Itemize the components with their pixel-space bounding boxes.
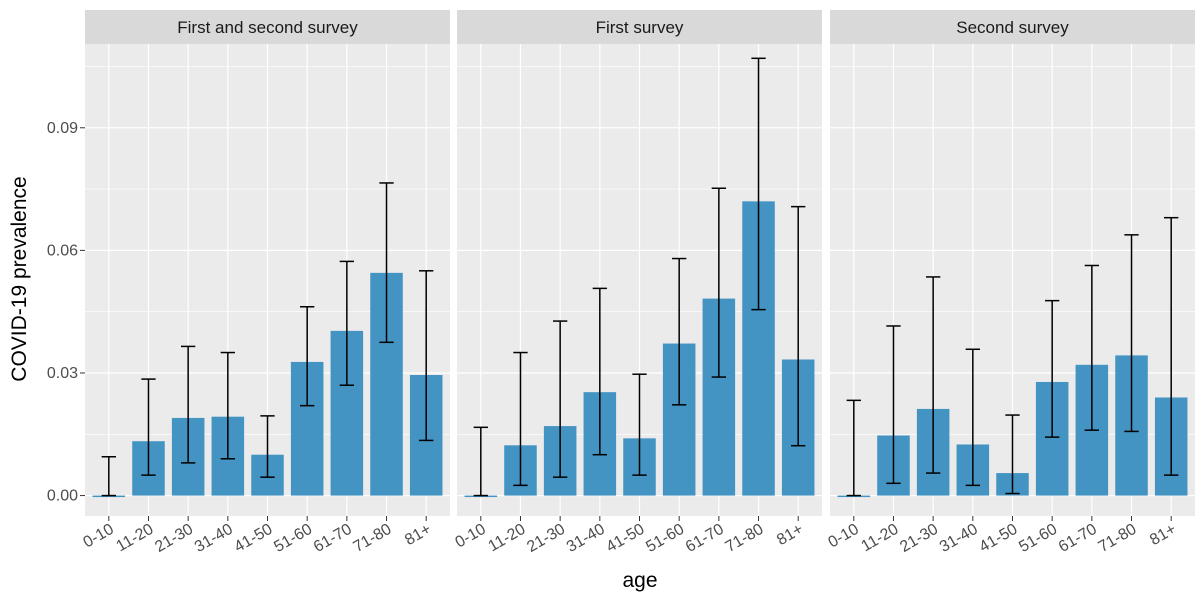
facet-strip-label: First survey [596, 18, 684, 37]
x-tick-label: 11-20 [486, 521, 529, 556]
x-tick-label: 41-50 [232, 521, 276, 556]
x-tick-label: 61-70 [683, 521, 727, 556]
x-tick-label: 0-10 [826, 521, 862, 552]
error-bar [141, 378, 156, 476]
y-axis: 0.00 0.03 0.06 0.09 [47, 120, 85, 505]
x-tick-label: 21-30 [524, 521, 568, 556]
y-tick-label: 0.06 [47, 242, 78, 259]
error-bar [592, 287, 607, 456]
error-bar [965, 348, 980, 487]
error-bar [379, 182, 394, 344]
facet-strip-label: First and second survey [177, 18, 358, 37]
x-tick-label: 31-40 [192, 521, 236, 556]
error-bar [1045, 299, 1060, 438]
facet-panel: Second survey 0-1011-2021-3031-4041-5051-… [826, 10, 1195, 556]
error-bar [552, 320, 568, 478]
x-tick-label: 71-80 [723, 521, 767, 556]
error-bar [339, 260, 355, 386]
y-axis-title: COVID-19 prevalence [8, 176, 31, 381]
x-tick-label: 81+ [402, 521, 434, 549]
x-tick-label: 41-50 [977, 521, 1021, 556]
error-bar [711, 187, 727, 378]
facet-panel: First survey 0-1011-2021-3031-4041-5051-6… [453, 10, 822, 556]
x-tick-label: 0-10 [81, 521, 117, 552]
facet-panel: First and second survey 0-1011-2021-3031-… [81, 10, 450, 556]
facet-strip [85, 10, 450, 44]
x-tick-label: 51-60 [643, 521, 687, 556]
error-bar [1084, 264, 1100, 431]
x-tick-label: 61-70 [311, 521, 355, 556]
x-tick-label: 31-40 [564, 521, 608, 556]
facet-strip [457, 10, 822, 44]
error-bar [419, 270, 434, 442]
x-tick-label: 71-80 [351, 521, 395, 556]
x-tick-label: 21-30 [152, 521, 196, 556]
error-bar [1164, 216, 1179, 476]
error-bar [632, 373, 647, 476]
error-bar [672, 257, 687, 406]
error-bar [101, 455, 116, 497]
facet-panels: First and second survey0-1011-2021-3031-… [81, 10, 1195, 556]
x-tick-label: 81+ [1147, 521, 1179, 549]
x-tick-label: 11-20 [114, 521, 157, 556]
x-tick-label: 81+ [774, 521, 806, 549]
x-axis-title: age [622, 569, 657, 592]
x-tick-label: 0-10 [453, 521, 489, 552]
facet-strip [830, 10, 1195, 44]
error-bar [886, 325, 901, 485]
error-bar [846, 399, 861, 497]
y-tick-label: 0.09 [47, 120, 78, 137]
error-bar [1124, 234, 1139, 433]
error-bar [220, 351, 235, 460]
error-bar [751, 57, 766, 311]
x-tick-label: 71-80 [1096, 521, 1140, 556]
x-tick-label: 61-70 [1056, 521, 1100, 556]
facet-strip-label: Second survey [956, 18, 1069, 37]
error-bar [180, 345, 196, 464]
error-bar [1005, 414, 1020, 495]
x-tick-label: 21-30 [897, 521, 941, 556]
x-tick-label: 41-50 [604, 521, 648, 556]
error-bar [473, 426, 488, 497]
error-bar [791, 205, 806, 447]
y-tick-label: 0.00 [47, 488, 78, 505]
x-tick-label: 51-60 [1016, 521, 1060, 556]
x-tick-label: 31-40 [937, 521, 981, 556]
x-tick-label: 11-20 [859, 521, 902, 556]
error-bar [300, 306, 315, 407]
error-bar [260, 415, 275, 478]
y-tick-label: 0.03 [47, 365, 78, 382]
x-tick-label: 51-60 [271, 521, 315, 556]
error-bar [513, 351, 528, 487]
error-bar [925, 276, 941, 474]
